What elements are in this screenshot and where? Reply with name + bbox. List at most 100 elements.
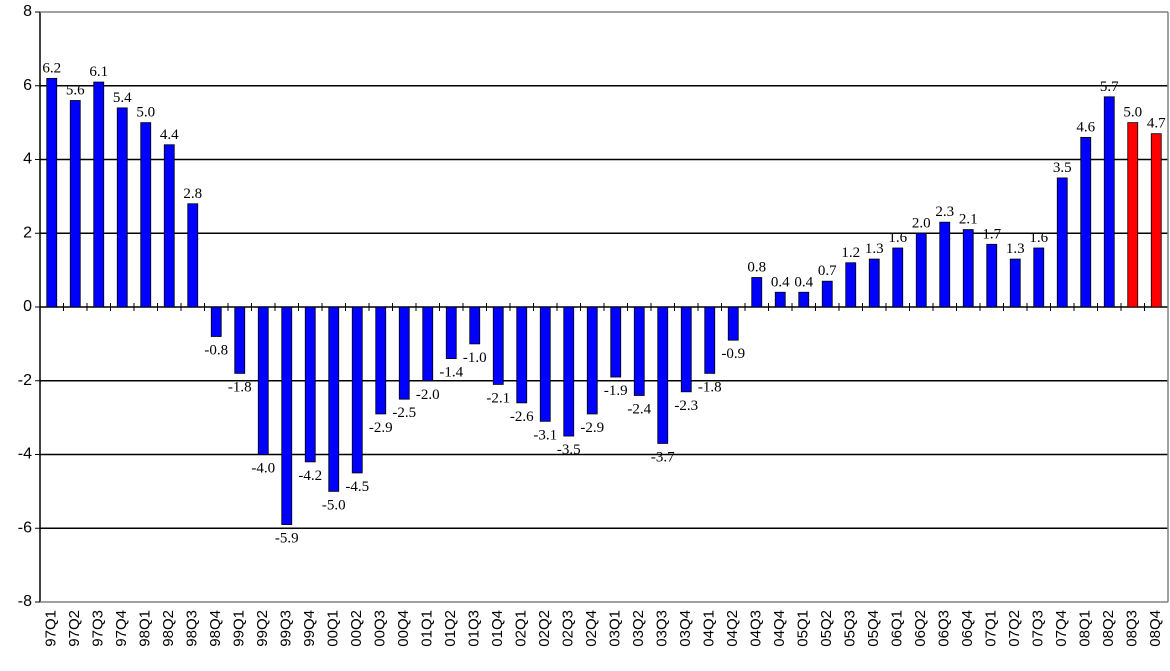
value-label: -0.9 <box>721 346 745 362</box>
x-tick-label: 99Q4 <box>301 610 318 647</box>
x-tick-label: 08Q2 <box>1100 610 1117 647</box>
y-tick-label: 2 <box>23 224 32 241</box>
value-label: 1.7 <box>982 226 1001 242</box>
value-label: 2.8 <box>183 186 202 202</box>
x-tick-label: 05Q1 <box>795 610 812 647</box>
value-label: -3.1 <box>533 427 557 443</box>
bar <box>727 306 739 341</box>
x-tick-label: 98Q1 <box>137 610 154 647</box>
x-tick-label: 03Q4 <box>677 610 694 647</box>
x-tick-label: 07Q3 <box>1030 610 1047 647</box>
bar <box>469 306 481 345</box>
value-label: -2.1 <box>486 390 510 406</box>
bar <box>704 306 716 374</box>
bar <box>1103 96 1115 308</box>
value-label: 5.0 <box>136 105 155 121</box>
x-tick-label: 06Q4 <box>959 610 976 647</box>
bar <box>774 291 786 308</box>
x-tick-label: 98Q2 <box>160 610 177 647</box>
x-tick-label: 04Q3 <box>748 610 765 647</box>
x-tick-label: 97Q3 <box>90 610 107 647</box>
bar <box>1033 247 1045 308</box>
x-tick-label: 06Q1 <box>889 610 906 647</box>
x-tick-label: 08Q4 <box>1147 610 1164 647</box>
x-tick-label: 00Q2 <box>348 610 365 647</box>
value-label: -3.7 <box>651 449 675 465</box>
value-label: -0.8 <box>204 343 228 359</box>
x-tick-label: 97Q1 <box>43 610 60 647</box>
value-label: -1.0 <box>463 350 487 366</box>
y-tick-label: 4 <box>23 151 32 168</box>
value-label: 5.0 <box>1123 105 1142 121</box>
x-tick-label: 03Q1 <box>607 610 624 647</box>
bar <box>1009 258 1021 308</box>
x-tick-label: 02Q3 <box>560 610 577 647</box>
value-label: -2.4 <box>627 402 651 418</box>
x-tick-label: 05Q3 <box>842 610 859 647</box>
value-label: 1.6 <box>1029 230 1048 246</box>
value-label: 4.7 <box>1147 116 1166 132</box>
x-tick-label: 02Q2 <box>536 610 553 647</box>
x-tick-label: 02Q1 <box>513 610 530 647</box>
bar <box>845 262 857 308</box>
value-label: -1.8 <box>698 379 722 395</box>
x-tick-label: 01Q4 <box>489 610 506 647</box>
bar <box>1080 136 1092 308</box>
x-tick-label: 01Q3 <box>466 610 483 647</box>
bar <box>915 232 927 308</box>
x-tick-label: 07Q1 <box>983 610 1000 647</box>
bar <box>210 306 222 337</box>
x-tick-label: 00Q1 <box>325 610 342 647</box>
bar <box>563 306 575 437</box>
x-tick-label: 05Q4 <box>865 610 882 647</box>
value-label: 1.6 <box>888 230 907 246</box>
bar <box>375 306 387 415</box>
bar <box>492 306 504 385</box>
bar <box>986 243 998 308</box>
x-tick-label: 01Q1 <box>419 610 436 647</box>
bar <box>868 258 880 308</box>
value-label: 2.0 <box>912 215 931 231</box>
bar <box>1127 122 1139 308</box>
y-tick-label: -8 <box>18 593 32 610</box>
value-label: 1.3 <box>865 241 884 257</box>
value-label: 0.7 <box>818 263 837 279</box>
value-label: -2.5 <box>392 405 416 421</box>
value-label: -2.3 <box>674 398 698 414</box>
bar <box>351 306 363 474</box>
value-label: 5.6 <box>66 83 85 99</box>
bar <box>1056 177 1068 308</box>
x-tick-label: 05Q2 <box>818 610 835 647</box>
bar <box>751 277 763 308</box>
value-label: -2.9 <box>369 420 393 436</box>
x-tick-label: 02Q4 <box>583 610 600 647</box>
x-tick-label: 98Q4 <box>207 610 224 647</box>
bar <box>116 107 128 308</box>
value-label: 3.5 <box>1053 160 1072 176</box>
value-label: -1.8 <box>228 379 252 395</box>
bar <box>93 81 105 308</box>
bar <box>281 306 293 525</box>
x-tick-label: 00Q3 <box>372 610 389 647</box>
x-tick-label: 06Q3 <box>936 610 953 647</box>
bar <box>821 280 833 308</box>
bar <box>633 306 645 396</box>
bar <box>539 306 551 422</box>
bar <box>398 306 410 400</box>
y-tick-label: -6 <box>18 519 32 536</box>
value-label: 4.6 <box>1076 119 1095 135</box>
value-label: 0.4 <box>771 274 790 290</box>
value-label: -5.9 <box>275 531 299 547</box>
x-tick-label: 01Q2 <box>442 610 459 647</box>
value-label: 2.1 <box>959 212 978 228</box>
bar <box>69 100 81 308</box>
value-label: 4.4 <box>160 127 179 143</box>
bar <box>657 306 669 444</box>
x-tick-label: 06Q2 <box>912 610 929 647</box>
bar <box>46 77 58 308</box>
value-label: -2.6 <box>510 409 534 425</box>
y-tick-label: 0 <box>23 298 32 315</box>
x-tick-label: 07Q4 <box>1053 610 1070 647</box>
bar <box>892 247 904 308</box>
value-label: 1.3 <box>1006 241 1025 257</box>
